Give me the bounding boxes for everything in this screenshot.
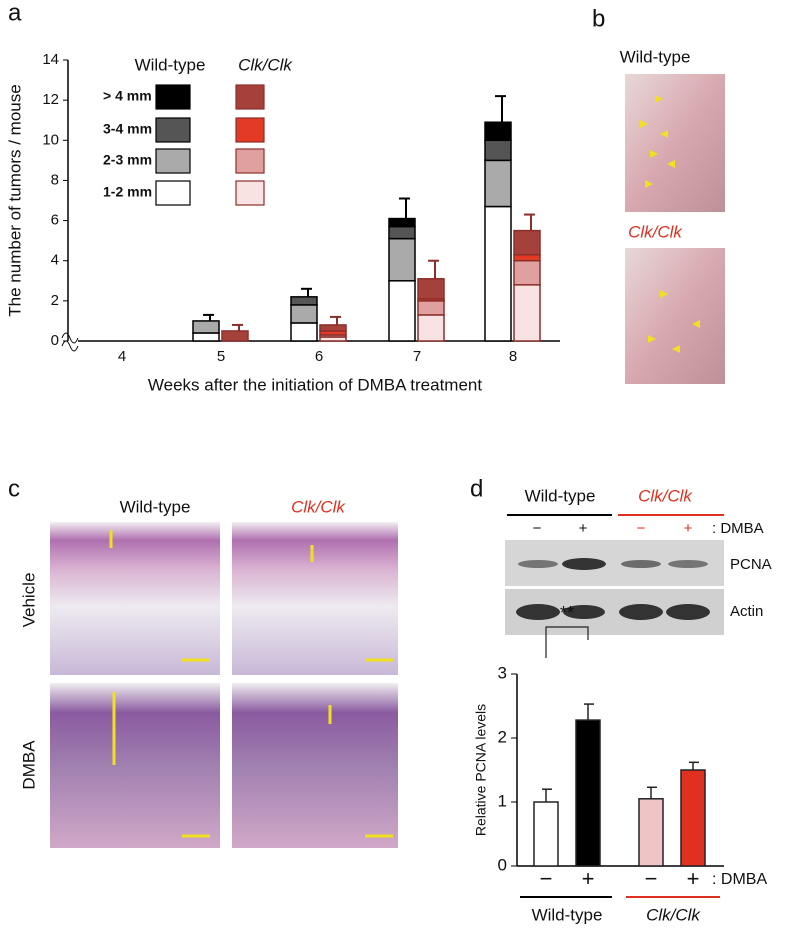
y-tick-label: 2	[498, 727, 507, 746]
y-tick-label: 0	[51, 332, 59, 349]
y-tick-label: 0	[498, 855, 507, 874]
y-tick-label: 14	[42, 51, 59, 68]
bar-segment	[319, 324, 347, 332]
group-label: Wild-type	[532, 905, 603, 924]
bar-segment	[388, 280, 416, 342]
x-tick-label: 5	[217, 348, 225, 365]
x-tick-label: 8	[509, 348, 517, 365]
bar-segment	[192, 320, 220, 334]
bar-segment	[192, 332, 220, 342]
y-tick-label: 3	[498, 663, 507, 682]
group-label: Clk/Clk	[646, 905, 701, 924]
legend-swatch	[235, 180, 265, 206]
significance-label: **	[560, 603, 574, 623]
histology-image	[50, 522, 220, 675]
legend-swatch	[235, 117, 265, 143]
bar-segment	[290, 304, 318, 324]
bar-segment	[388, 225, 416, 240]
y-tick-label: 1	[498, 791, 507, 810]
blot-treatment: : DMBA	[712, 520, 764, 537]
legend-header: Wild-type	[135, 55, 206, 74]
bar-segment	[417, 314, 445, 342]
bar-segment	[513, 229, 541, 256]
bar-segment	[513, 253, 541, 262]
panel-label: b	[592, 5, 605, 32]
legend-swatch	[155, 180, 191, 206]
treatment-label: : DMBA	[712, 871, 767, 888]
x-axis-title: Weeks after the initiation of DMBA treat…	[148, 375, 482, 394]
histology-image	[50, 683, 220, 848]
mouse-photo	[625, 74, 725, 212]
y-tick-label: 10	[42, 131, 59, 148]
x-tick-label: 7	[413, 348, 421, 365]
bar-segment	[484, 139, 512, 162]
bar-segment	[290, 296, 318, 306]
band-label: PCNA	[730, 556, 772, 573]
blot-group: Clk/Clk	[638, 486, 693, 505]
legend-label: 3-4 mm	[103, 121, 152, 137]
bar-segment	[513, 259, 541, 286]
legend-swatch	[235, 84, 265, 110]
bar-segment	[484, 159, 512, 208]
bar-segment	[484, 121, 512, 142]
x-tick-label: −	[645, 866, 658, 891]
bar-segment	[417, 278, 445, 300]
bar-segment	[388, 217, 416, 228]
blot-bands	[516, 558, 710, 620]
legend-swatch	[235, 148, 265, 174]
x-tick-label: −	[540, 866, 553, 891]
histology-image	[232, 683, 398, 848]
band-label: Actin	[730, 603, 763, 620]
legend-swatch	[155, 117, 191, 143]
row-label: DMBA	[19, 740, 38, 790]
legend-swatch	[155, 84, 191, 110]
blot-condition: −	[533, 520, 542, 537]
bar-segment	[388, 237, 416, 282]
legend-label: > 4 mm	[103, 88, 152, 104]
legend-swatch	[155, 148, 191, 174]
column-label: Wild-type	[120, 497, 191, 516]
bar-segment	[484, 205, 512, 342]
bar-segment	[513, 284, 541, 342]
blot-condition: −	[637, 520, 646, 537]
y-tick-label: 4	[51, 252, 59, 269]
panel-label: a	[8, 0, 22, 26]
y-tick-label: 8	[51, 171, 59, 188]
blot-condition: +	[684, 520, 693, 537]
legend-header: Clk/Clk	[238, 55, 293, 74]
significance-bracket	[545, 626, 589, 658]
bar-segment	[417, 300, 445, 316]
panel-label: d	[470, 475, 483, 502]
bar	[533, 801, 559, 867]
legend-label: 2-3 mm	[103, 152, 152, 168]
y-tick-label: 2	[51, 292, 59, 309]
y-axis-title: The number of tumors / mouse	[5, 84, 24, 316]
x-tick-label: +	[687, 866, 700, 891]
panel-label: c	[8, 475, 20, 502]
bar	[680, 769, 706, 867]
x-tick-label: +	[582, 866, 595, 891]
scale-bars	[109, 530, 393, 838]
bar	[638, 798, 664, 867]
x-tick-label: 6	[315, 348, 323, 365]
column-label: Clk/Clk	[291, 497, 346, 516]
x-tick-label: 4	[118, 348, 126, 365]
bar-segment	[290, 322, 318, 342]
blot-group: Wild-type	[525, 486, 596, 505]
legend-label: 1-2 mm	[103, 184, 152, 200]
histology-image	[232, 522, 398, 675]
blot-condition: +	[579, 520, 588, 537]
mouse-photo	[625, 248, 725, 384]
y-tick-label: 6	[51, 212, 59, 229]
y-tick-label: 12	[42, 91, 59, 108]
photo-row-label: Wild-type	[620, 47, 691, 66]
bar	[575, 719, 601, 867]
row-label: Vehicle	[19, 573, 38, 628]
bar-segment	[221, 330, 249, 342]
y-axis-title: Relative PCNA levels	[473, 704, 489, 836]
photo-row-label: Clk/Clk	[628, 222, 683, 241]
axis-break	[61, 332, 79, 352]
